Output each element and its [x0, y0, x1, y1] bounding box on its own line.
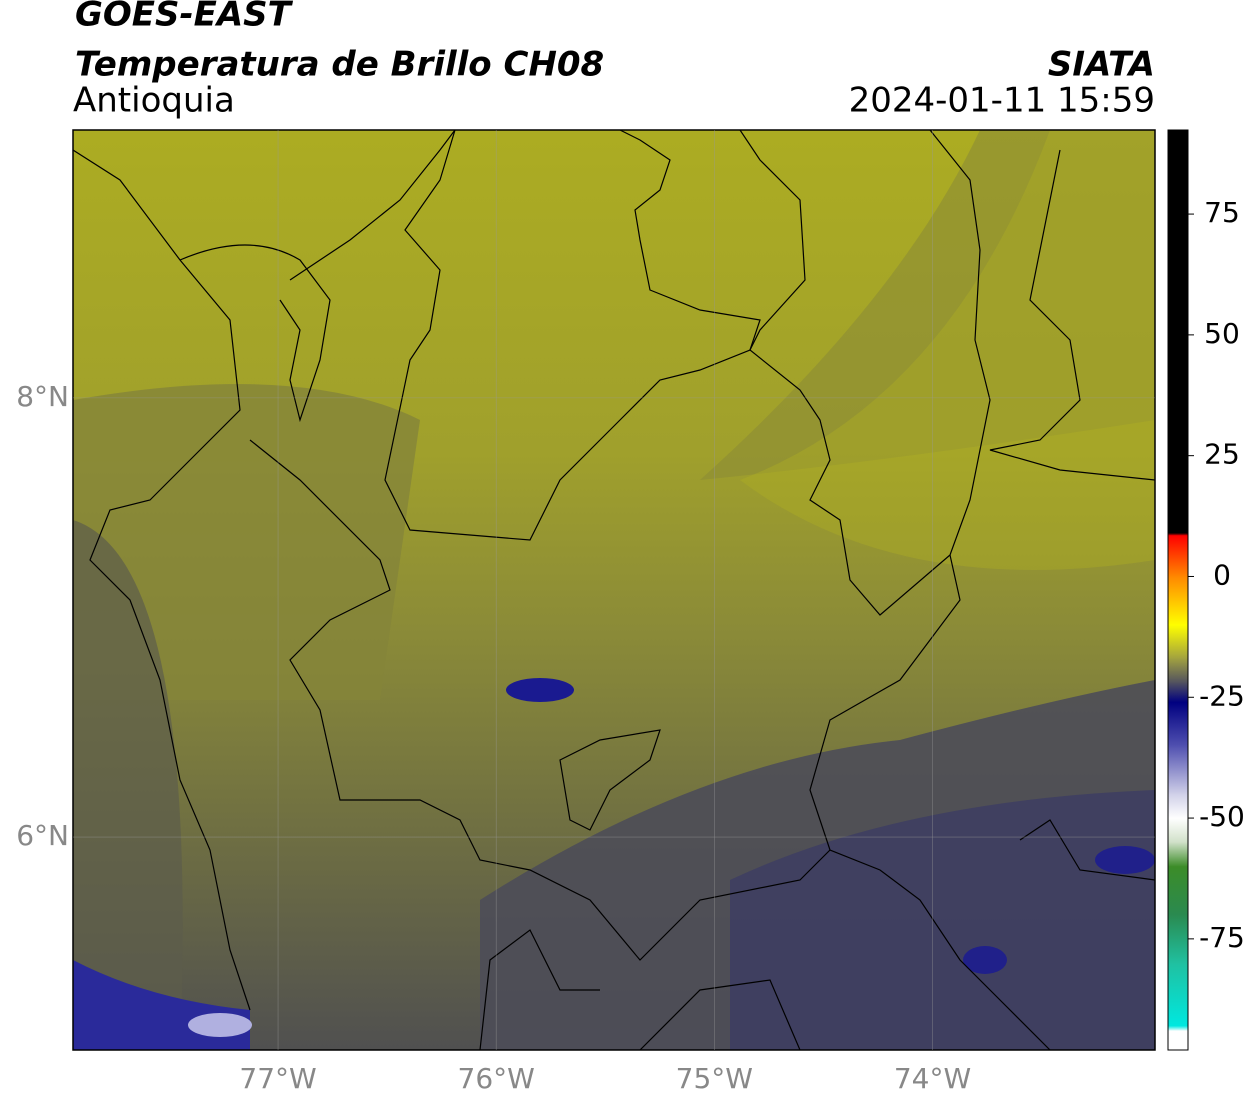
colorbar-segment: [1168, 793, 1188, 819]
colorbar: -75 -50 -25 0 25 50 75: [1167, 129, 1245, 1051]
colorbar-tick-label: -75: [1199, 921, 1245, 954]
colorbar-tick-label: 0: [1213, 558, 1231, 591]
colorbar-segment: [1168, 1025, 1188, 1032]
subtitle: Temperatura de Brillo CH08: [75, 45, 604, 85]
colorbar-tick-label: -50: [1199, 800, 1245, 833]
x-tick-label: 77°W: [239, 1062, 316, 1095]
colorbar-segment: [1168, 745, 1188, 795]
brightness-field: [73, 130, 1155, 1050]
colorbar-tick-label: 25: [1204, 438, 1240, 471]
colorbar-segment: [1168, 866, 1188, 916]
colorbar-segment: [1168, 914, 1188, 964]
timestamp: 2024-01-11 15:59: [849, 81, 1155, 121]
y-tick-label: 8°N: [16, 380, 69, 413]
colorbar-segment: [1168, 532, 1188, 536]
colorbar-frame: [1167, 129, 1189, 1051]
colorbar-segment: [1168, 963, 1188, 1027]
region: Antioquia: [73, 81, 235, 121]
colorbar-tick-label: -25: [1199, 679, 1245, 712]
colorbar-segment: [1168, 130, 1188, 534]
colorbar-segment: [1168, 624, 1188, 660]
colorbar-tick-label: 75: [1204, 196, 1240, 229]
colorbar-tick-label: 50: [1204, 317, 1240, 350]
colorbar-segment: [1168, 576, 1188, 626]
x-tick-label: 76°W: [458, 1062, 535, 1095]
x-tick-label: 74°W: [894, 1062, 971, 1095]
y-tick-label: 6°N: [16, 819, 69, 852]
title: GOES-EAST: [75, 0, 294, 35]
borders: [73, 130, 1155, 1050]
colorbar-segment: [1168, 658, 1188, 684]
colorbar-segment: [1168, 535, 1188, 577]
map-frame: [72, 129, 1156, 1051]
colorbar-segment: [1168, 1030, 1188, 1051]
colorbar-segment: [1168, 842, 1188, 867]
source: SIATA: [1048, 45, 1155, 85]
x-tick-label: 75°W: [676, 1062, 753, 1095]
colorbar-segment: [1168, 682, 1188, 703]
colorbar-segment: [1168, 702, 1188, 747]
colorbar-segment: [1168, 818, 1188, 843]
graticule: [73, 130, 1155, 1050]
